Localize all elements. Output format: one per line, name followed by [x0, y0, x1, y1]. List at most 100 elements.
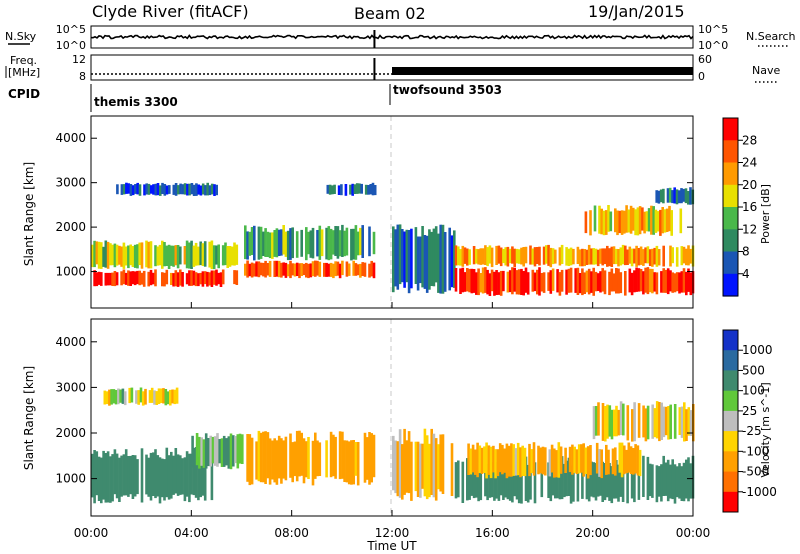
- nsearch-label: N.Search: [746, 30, 796, 43]
- power-region-3-col-43: [356, 231, 360, 256]
- power-region-0-col-33: [181, 272, 184, 287]
- power-region-8-col-82: [655, 245, 659, 267]
- power-region-1-col-28: [158, 244, 162, 266]
- power-region-1-col-45: [199, 241, 202, 266]
- power-colorbar-label: Power [dB]: [759, 184, 772, 244]
- power-region-8-col-38: [549, 247, 553, 268]
- power-region-4-col-20: [165, 185, 169, 195]
- power-region-8-col-13: [486, 247, 489, 267]
- power-region-2-col-47: [359, 263, 362, 278]
- velocity-region-6-col-36: [555, 450, 558, 478]
- power-region-3-col-39: [345, 227, 349, 256]
- velocity-region-5-col-24: [515, 456, 519, 500]
- velocity-region-2-col-30: [325, 440, 328, 478]
- velocity-region-5-col-15: [495, 461, 498, 499]
- velocity-region-2-col-15: [282, 440, 285, 479]
- power-region-8-col-78: [646, 246, 650, 264]
- power-region-9-col-11: [618, 210, 622, 234]
- power-region-1-col-55: [226, 246, 229, 268]
- power-region-1-col-2: [95, 241, 99, 265]
- velocity-region-7-col-6: [608, 405, 612, 437]
- power-region-9-col-12: [620, 210, 624, 235]
- power-region-1-col-49: [210, 240, 214, 270]
- power-region-9-col-9: [614, 208, 617, 233]
- velocity-region-6-col-56: [614, 447, 617, 476]
- velocity-region-0-col-21: [140, 448, 144, 503]
- power-region-2-col-36: [329, 262, 333, 277]
- velocity-region-3-col-14: [139, 387, 143, 403]
- power-region-0-col-52: [235, 270, 239, 285]
- power-region-4-col-28: [186, 183, 189, 196]
- power-region-7-col-47: [576, 267, 580, 295]
- power-region-0-col-41: [201, 271, 205, 287]
- power-region-10-col-9: [677, 190, 681, 204]
- power-region-1-col-36: [176, 245, 180, 269]
- power-region-7-col-41: [558, 272, 562, 296]
- power-region-8-col-76: [642, 249, 645, 266]
- power-region-8-col-86: [671, 247, 674, 264]
- velocity-region-4-col-10: [416, 441, 420, 497]
- power-region-0-col-40: [199, 272, 202, 285]
- velocity-region-2-col-0: [246, 434, 249, 482]
- velocity-region-0-col-49: [210, 451, 214, 501]
- velocity-region-5-col-66: [637, 459, 641, 500]
- velocity-region-2-col-23: [302, 438, 306, 484]
- power-region-3-col-17: [284, 231, 288, 257]
- power-region-8-col-89: [682, 246, 686, 264]
- velocity-region-6-col-66: [638, 449, 642, 477]
- velocity-region-6-col-9: [487, 445, 491, 475]
- velocity-region-6-col-22: [516, 442, 520, 476]
- velocity-region-2-col-42: [356, 442, 360, 486]
- power-region-8-col-33: [536, 247, 539, 264]
- power-region-0-col-8: [113, 271, 117, 287]
- nsky-tick-bottom: 10^0: [56, 39, 86, 52]
- velocity-region-0-col-24: [149, 452, 153, 501]
- power-region-0-col-24: [154, 269, 157, 287]
- power-region-7-col-60: [608, 271, 611, 296]
- power-region-8-col-10: [479, 248, 483, 265]
- power-region-9-col-5: [602, 210, 606, 236]
- power-region-8-col-91: [687, 245, 690, 266]
- power-region-7-col-85: [671, 272, 674, 293]
- power-region-8-col-14: [488, 245, 492, 264]
- power-region-8-col-80: [651, 248, 654, 267]
- velocity-region-5-col-51: [596, 463, 600, 497]
- velocity-region-5-col-6: [472, 458, 476, 499]
- velocity-region-3-col-25: [166, 391, 170, 405]
- power-region-5-col-15: [369, 184, 372, 195]
- power-region-8-col-88: [680, 246, 684, 266]
- velocity-region-6-col-28: [532, 442, 536, 476]
- power-region-10-col-8: [675, 189, 679, 205]
- power-region-3-col-25: [309, 230, 313, 258]
- power-region-2-col-35: [327, 263, 331, 277]
- power-region-0-col-7: [111, 272, 114, 286]
- power-region-4-col-3: [125, 182, 128, 194]
- power-region-0-col-38: [194, 272, 198, 287]
- velocity-region-1-col-3: [200, 437, 203, 466]
- power-region-2-col-34: [325, 262, 328, 277]
- velocity-region-0-col-43: [192, 447, 196, 496]
- power-region-8-col-75: [639, 246, 643, 265]
- velocity-region-5-col-74: [662, 455, 665, 496]
- power-region-7-col-50: [583, 272, 586, 294]
- power-region-8-col-7: [472, 246, 476, 265]
- velocity-region-2-col-18: [291, 442, 294, 483]
- power-region-8-col-58: [601, 248, 604, 266]
- power-region-4-col-38: [208, 185, 212, 196]
- velocity-region-6-col-21: [514, 448, 518, 476]
- power-region-5-col-5: [340, 184, 343, 196]
- power-region-1-col-7: [106, 241, 110, 269]
- power-region-0-col-19: [140, 272, 144, 285]
- power-region-7-col-88: [678, 272, 681, 294]
- velocity-region-4-col-18: [434, 438, 438, 501]
- velocity-region-5-col-38: [560, 456, 564, 500]
- power-region-8-col-19: [502, 249, 505, 264]
- power-region-7-col-70: [635, 267, 638, 292]
- velocity-region-7-col-33: [685, 409, 688, 441]
- velocity-region-4-col-13: [423, 428, 427, 497]
- power-region-8-col-44: [567, 248, 571, 266]
- power-region-1-col-53: [221, 245, 225, 266]
- velocity-region-7-col-14: [631, 409, 634, 442]
- power-region-3-col-30: [325, 227, 328, 260]
- velocity-region-6-col-34: [550, 444, 554, 473]
